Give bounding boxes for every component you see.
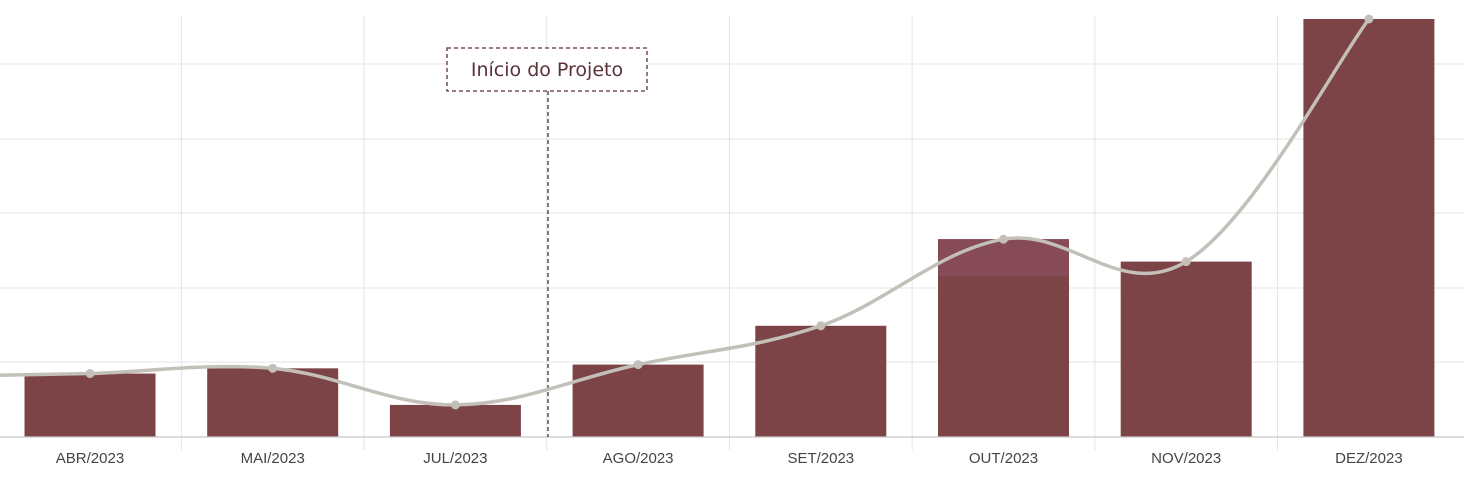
bars <box>24 19 1435 437</box>
x-tick-label-abr-2023: ABR/2023 <box>56 450 124 467</box>
line-point-jul-2023 <box>450 400 460 410</box>
bar-highlight-out-2023 <box>938 239 1069 277</box>
line-point-ago-2023 <box>633 360 643 370</box>
line-point-abr-2023 <box>85 369 95 379</box>
line-point-mai-2023 <box>268 363 278 373</box>
trend-line <box>0 17 1371 407</box>
line-point-dez-2023 <box>1364 14 1374 24</box>
bar-set-2023 <box>755 325 887 437</box>
project-start-annotation: Início do Projeto <box>446 47 648 437</box>
line-point-nov-2023 <box>1181 257 1191 267</box>
x-tick-label-set-2023: SET/2023 <box>787 450 854 467</box>
bar-jul-2023 <box>389 404 521 437</box>
x-tick-label-out-2023: OUT/2023 <box>969 450 1038 467</box>
x-tick-label-nov-2023: NOV/2023 <box>1151 450 1221 467</box>
project-start-label-box <box>446 47 648 92</box>
bar-nov-2023 <box>1120 261 1252 437</box>
x-tick-label-mai-2023: MAI/2023 <box>241 450 305 467</box>
line-point-set-2023 <box>816 321 826 331</box>
bar-dez-2023 <box>1303 19 1435 437</box>
bar-mai-2023 <box>207 368 339 437</box>
x-tick-label-jul-2023: JUL/2023 <box>423 450 487 467</box>
trend-line-series <box>0 14 1374 410</box>
line-point-out-2023 <box>999 234 1008 244</box>
grid <box>0 16 1464 450</box>
project-start-label: Início do Projeto <box>471 59 623 81</box>
x-axis-tick-labels: ABR/2023 MAI/2023 JUL/2023 AGO/2023 SET/2023… <box>56 450 1403 467</box>
x-tick-label-ago-2023: AGO/2023 <box>603 450 674 467</box>
x-tick-label-dez-2023: DEZ/2023 <box>1335 450 1403 467</box>
bar-abr-2023 <box>24 373 156 437</box>
